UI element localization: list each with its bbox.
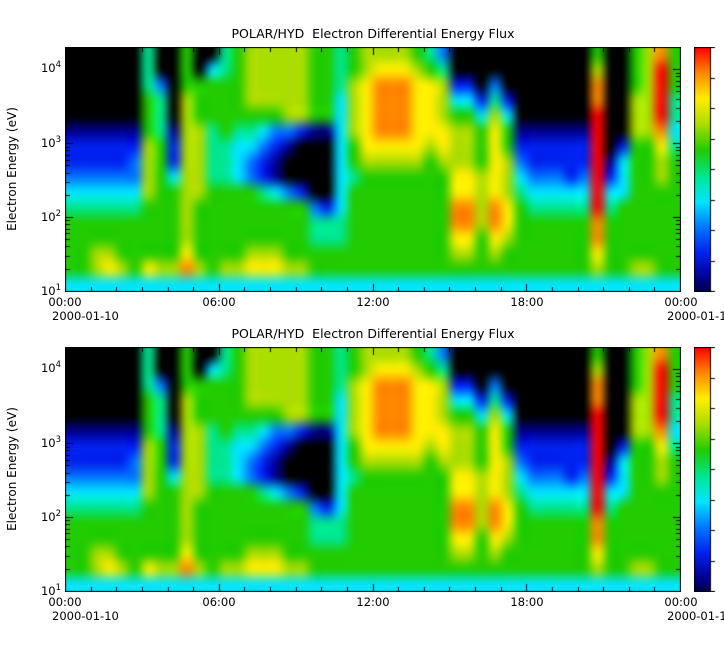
x-tick-label: 18:00: [510, 295, 544, 309]
x-tick-label: 12:00: [356, 295, 390, 309]
colorbar: [694, 347, 720, 592]
spectrogram-panel-1: POLAR/HYD Electron Differential Energy F…: [5, 26, 724, 323]
y-tick-label: 104: [40, 360, 61, 376]
x-tick-label: 00:00: [664, 595, 698, 609]
date-label-right: 2000-01-1: [667, 609, 724, 623]
x-tick-label: 00:00: [48, 295, 82, 309]
x-tick-label: 00:00: [48, 595, 82, 609]
x-tick-label: 12:00: [356, 595, 390, 609]
y-axis-label: Electron Energy (eV): [5, 107, 19, 231]
x-tick-label: 00:00: [664, 295, 698, 309]
y-tick-label: 102: [40, 208, 61, 224]
spectrogram-panel-2: POLAR/HYD Electron Differential Energy F…: [0, 300, 724, 628]
y-tick-label: 103: [40, 134, 61, 150]
panel-title: POLAR/HYD Electron Differential Energy F…: [231, 26, 515, 41]
y-tick-label: 104: [40, 60, 61, 76]
x-tick-label: 18:00: [510, 595, 544, 609]
date-label-right: 2000-01-1: [667, 309, 724, 323]
panel-title: POLAR/HYD Electron Differential Energy F…: [231, 326, 515, 341]
x-tick-label: 06:00: [202, 595, 236, 609]
colorbar: [694, 47, 720, 292]
x-tick-label: 06:00: [202, 295, 236, 309]
y-tick-label: 101: [40, 583, 61, 598]
date-label-left: 2000-01-10: [52, 309, 119, 323]
y-axis-label: Electron Energy (eV): [5, 407, 19, 531]
y-tick-label: 102: [40, 508, 61, 524]
spectrogram-heatmap: [65, 347, 681, 592]
y-tick-label: 103: [40, 434, 61, 450]
y-tick-label: 101: [40, 283, 61, 298]
date-label-left: 2000-01-10: [52, 609, 119, 623]
spectrogram-heatmap: [65, 47, 681, 292]
